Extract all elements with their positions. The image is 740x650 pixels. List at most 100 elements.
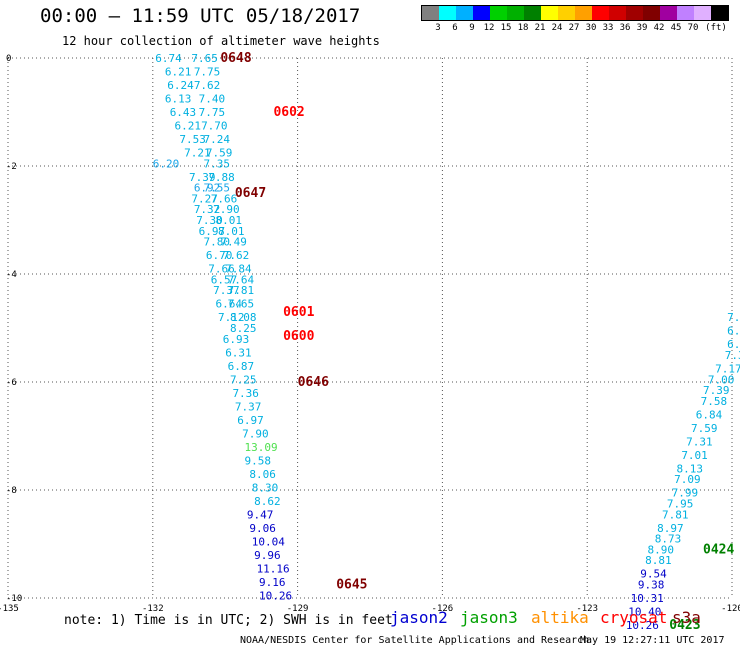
wave-height-value: 7.00 bbox=[708, 373, 735, 386]
pass-time-label: 0648 bbox=[220, 51, 251, 66]
legend-label: 3 bbox=[435, 23, 441, 33]
legend-label: 15 bbox=[500, 23, 512, 33]
wave-height-value: 7.49 bbox=[220, 236, 247, 249]
wave-height-value: 7.53 bbox=[179, 133, 206, 146]
legend-swatch bbox=[660, 6, 677, 20]
legend-label: 18 bbox=[517, 23, 529, 33]
lon-tick-label: -126 bbox=[432, 604, 454, 614]
generated-timestamp: May 19 12:27:11 UTC 2017 bbox=[580, 635, 725, 646]
wave-height-value: 7.01 bbox=[681, 449, 708, 462]
wave-height-value: 6.13 bbox=[165, 93, 192, 106]
legend-label: 24 bbox=[551, 23, 563, 33]
legend-label: 27 bbox=[568, 23, 580, 33]
legend-label: 12 bbox=[483, 23, 495, 33]
wave-height-value: 6.84 bbox=[696, 408, 723, 421]
wave-height-value: 7.39 bbox=[189, 171, 216, 184]
wave-height-value: 11.16 bbox=[257, 562, 290, 575]
wave-height-value: 7.25 bbox=[230, 373, 257, 386]
wave-height-value: 7.66 bbox=[211, 192, 238, 205]
wave-height-value: 10.26 bbox=[626, 619, 659, 632]
wave-height-value: 8.13 bbox=[676, 462, 703, 475]
wave-height-value: 6.31 bbox=[225, 346, 252, 359]
wave-height-value: 7.84 bbox=[225, 263, 252, 276]
legend-label: 42 bbox=[653, 23, 665, 33]
satellite-s3a: s3a bbox=[672, 608, 701, 627]
wave-height-value: 10.04 bbox=[252, 535, 285, 548]
wave-height-value: 7.99 bbox=[672, 487, 699, 500]
wave-height-value: 6.70 bbox=[206, 249, 233, 262]
wave-height-value: 6.87 bbox=[228, 360, 255, 373]
wave-height-value: 8.01 bbox=[216, 214, 243, 227]
color-legend-bar bbox=[421, 5, 729, 21]
lon-tick-label: -129 bbox=[287, 604, 309, 614]
page-title: 00:00 – 11:59 UTC 05/18/2017 bbox=[40, 5, 361, 27]
wave-height-value: 7.39 bbox=[703, 384, 730, 397]
pass-time-label: 0602 bbox=[273, 105, 304, 120]
wave-height-value: 6.1 bbox=[727, 325, 740, 338]
legend-label: (ft) bbox=[705, 23, 727, 33]
pass-time-label: 0647 bbox=[235, 186, 266, 201]
wave-height-value: 8.81 bbox=[645, 554, 672, 567]
wave-height-value: 7.70 bbox=[201, 120, 228, 133]
wave-height-value: 7.75 bbox=[194, 66, 221, 79]
wave-height-value: 7.64 bbox=[228, 273, 255, 286]
wave-height-value: 7.59 bbox=[691, 422, 718, 435]
wave-height-value: 7.75 bbox=[199, 106, 226, 119]
wave-height-value: 9.38 bbox=[638, 579, 665, 592]
wave-height-value: 6.43 bbox=[170, 106, 197, 119]
lat-tick-label: 0 bbox=[6, 54, 11, 64]
legend-label: 45 bbox=[670, 23, 682, 33]
pass-time-label: 0645 bbox=[336, 578, 367, 593]
legend-swatch bbox=[558, 6, 575, 20]
lat-tick-label: -10 bbox=[6, 594, 22, 604]
satellite-cryosat: cryosat bbox=[600, 608, 668, 627]
wave-height-value: 7.31 bbox=[686, 435, 713, 448]
wave-height-value: 7.90 bbox=[213, 203, 240, 216]
wave-height-value: 7.27 bbox=[191, 192, 218, 205]
wave-height-value: 6.20 bbox=[153, 157, 180, 170]
wave-height-value: 7.36 bbox=[232, 387, 259, 400]
wave-height-value: 7.4 bbox=[727, 311, 740, 324]
wave-height-value: 7.65 bbox=[191, 52, 218, 65]
lon-tick-label: -123 bbox=[576, 604, 598, 614]
pass-time-label: 0424 bbox=[703, 542, 734, 557]
legend-label: 6 bbox=[452, 23, 458, 33]
wave-height-value: 9.54 bbox=[640, 568, 667, 581]
wave-height-value: 8.08 bbox=[230, 311, 257, 324]
legend-label: 9 bbox=[469, 23, 475, 33]
wave-height-value: 6.24 bbox=[167, 79, 194, 92]
legend-label: 21 bbox=[534, 23, 546, 33]
legend-swatch bbox=[473, 6, 490, 20]
wave-height-value: 10.31 bbox=[631, 592, 664, 605]
wave-height-value: 7.81 bbox=[662, 508, 689, 521]
wave-height-value: 7.30 bbox=[196, 214, 223, 227]
legend-swatch bbox=[677, 6, 694, 20]
legend-swatch bbox=[626, 6, 643, 20]
wave-height-value: 8.06 bbox=[249, 468, 275, 481]
color-legend: 3 6 9 12 15 18 21 24 27 30 33 36 39 42 45 70 (ft) bbox=[421, 5, 729, 35]
wave-height-value: 7.59 bbox=[206, 147, 233, 160]
wave-height-value: 7.62 bbox=[223, 249, 250, 262]
wave-height-value: 6.57 bbox=[211, 273, 238, 286]
wave-height-value: 8.01 bbox=[218, 225, 245, 238]
page-subtitle: 12 hour collection of altimeter wave hei… bbox=[62, 34, 380, 48]
legend-swatch bbox=[490, 6, 507, 20]
wave-height-value: 7.17 bbox=[715, 363, 740, 376]
wave-height-value: 7.32 bbox=[194, 203, 221, 216]
wave-height-value: 7.3 bbox=[725, 349, 740, 362]
wave-height-value: 7.40 bbox=[199, 93, 226, 106]
wave-height-value: 10.40 bbox=[628, 606, 661, 619]
wave-height-value: 8.30 bbox=[252, 481, 279, 494]
legend-swatch bbox=[711, 6, 728, 20]
wave-height-value: 9.47 bbox=[247, 508, 273, 521]
wave-height-value: 7.55 bbox=[203, 182, 230, 195]
wave-height-value: 7.21 bbox=[184, 147, 211, 160]
wave-height-value: 7.95 bbox=[667, 498, 694, 511]
wave-height-value: 6.21 bbox=[165, 66, 192, 79]
wave-height-value: 7.90 bbox=[242, 427, 268, 440]
lat-tick-label: -2 bbox=[6, 162, 17, 172]
wave-height-value: 7.65 bbox=[228, 298, 255, 311]
credit-line: NOAA/NESDIS Center for Satellite Applica… bbox=[240, 635, 590, 646]
lat-tick-label: -8 bbox=[6, 486, 17, 496]
